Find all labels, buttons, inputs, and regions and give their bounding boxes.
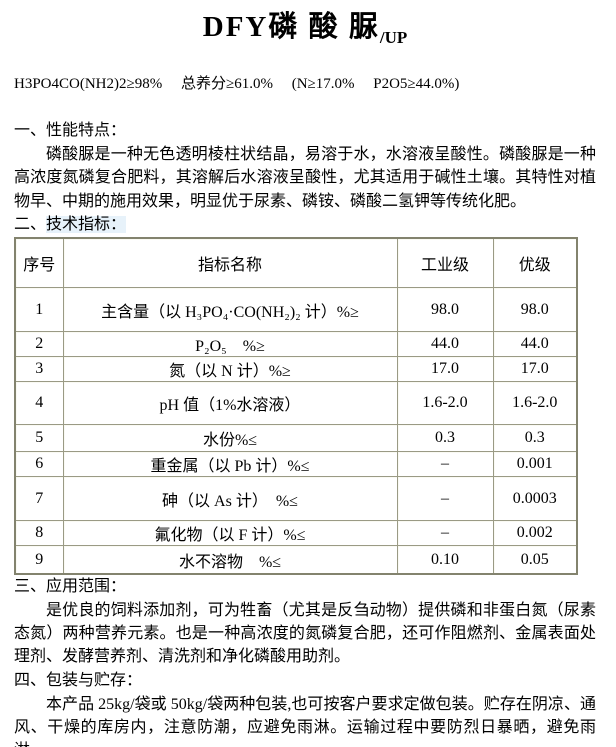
industrial-grade-value: 0.10 [396, 545, 494, 575]
header-row-no: 序号 [14, 237, 64, 289]
table-header-row: 序号 指标名称 工业级 优级 [14, 237, 578, 289]
indicator-name-cell: 重金属（以 Pb 计）%≤ [62, 451, 398, 478]
section-heading-applications: 三、应用范围： [14, 577, 127, 595]
table-row: 3 氮（以 N 计）%≥ 17.0 17.0 [14, 356, 578, 383]
premium-grade-value: 0.001 [492, 451, 578, 478]
indicator-name-cell: 水不溶物 %≤ [62, 545, 398, 575]
title-main: DFY磷 酸 脲 [202, 11, 380, 43]
row-no-cell: 3 [14, 356, 64, 383]
formula-line: H3PO4CO(NH2)2≥98% 总养分≥61.0% (N≥17.0% P2O… [14, 76, 460, 92]
page-title: DFY磷 酸 脲/UP [14, 4, 596, 61]
industrial-grade-value: 17.0 [396, 356, 494, 383]
premium-grade-value: 0.05 [492, 545, 578, 575]
industrial-grade-value: – [396, 476, 494, 522]
row-no-cell: 6 [14, 451, 64, 478]
table-row: 1 主含量（以 H₃PO₄·CO(NH₂)₂ 计）%≥ 98.0 98.0 [14, 287, 578, 333]
section-heading-packaging: 四、包装与贮存： [14, 671, 143, 689]
indicator-name-cell: 氮（以 N 计）%≥ [62, 356, 398, 383]
spec-table: 序号 指标名称 工业级 优级 1 主含量（以 H₃PO₄·CO(NH₂)₂ 计）%… [14, 236, 578, 575]
section-heading-specs: 二、技术指标： [14, 213, 596, 237]
header-industrial-grade: 工业级 [396, 237, 494, 289]
row-no-cell: 7 [14, 476, 64, 522]
industrial-grade-value: 98.0 [396, 287, 494, 333]
table-row: 4 pH 值（1%水溶液） 1.6-2.0 1.6-2.0 [14, 381, 578, 426]
section-specs-title-highlighted: 技术指标： [46, 215, 127, 233]
industrial-grade-value: – [396, 520, 494, 547]
table-row: 9 水不溶物 %≤ 0.10 0.05 [14, 545, 578, 575]
indicator-name-cell: 水份%≤ [62, 424, 398, 453]
table-row: 5 水份%≤ 0.3 0.3 [14, 424, 578, 453]
section-specs-prefix: 二、 [14, 215, 47, 233]
premium-grade-value: 98.0 [492, 287, 578, 333]
premium-grade-value: 0.3 [492, 424, 578, 453]
table-row: 8 氟化物（以 F 计）%≤ –0.002 [14, 520, 578, 547]
table-row: 6 重金属（以 Pb 计）%≤ –0.001 [14, 451, 578, 478]
industrial-grade-value: 1.6-2.0 [396, 381, 494, 426]
header-indicator-name: 指标名称 [62, 237, 398, 289]
row-no-cell: 9 [14, 545, 64, 575]
premium-grade-value: 0.0003 [492, 476, 578, 522]
section-body-performance: 磷酸脲是一种无色透明棱柱状结晶，易溶于水，水溶液呈酸性。磷酸脲是一种高浓度氮磷复… [14, 146, 596, 210]
row-no-cell: 8 [14, 520, 64, 547]
title-suffix: /UP [379, 28, 408, 47]
industrial-grade-value: 0.3 [396, 424, 494, 453]
section-body-applications: 是优良的饲料添加剂，可为牲畜（尤其是反刍动物）提供磷和非蛋白氮（尿素态氮）两种营… [14, 601, 596, 666]
row-no-cell: 4 [14, 381, 64, 426]
industrial-grade-value: – [396, 451, 494, 478]
indicator-name-cell: pH 值（1%水溶液） [62, 381, 398, 426]
header-premium-grade: 优级 [492, 237, 578, 289]
indicator-name-cell: P₂O₅ %≥ [62, 331, 398, 358]
row-no-cell: 2 [14, 331, 64, 358]
section-heading-performance: 一、性能特点： [14, 122, 127, 139]
industrial-grade-value: 44.0 [396, 331, 494, 358]
premium-grade-value: 0.002 [492, 520, 578, 547]
indicator-name-cell: 主含量（以 H₃PO₄·CO(NH₂)₂ 计）%≥ [62, 287, 398, 333]
premium-grade-value: 17.0 [492, 356, 578, 383]
premium-grade-value: 1.6-2.0 [492, 381, 578, 426]
section-body-packaging: 本产品 25kg/袋或 50kg/袋两种包装,也可按客户要求定做包装。贮存在阴凉… [14, 695, 596, 747]
row-no-cell: 5 [14, 424, 64, 453]
premium-grade-value: 44.0 [492, 331, 578, 358]
indicator-name-cell: 砷（以 As 计） %≤ [62, 476, 398, 522]
table-row: 7 砷（以 As 计） %≤ –0.0003 [14, 476, 578, 522]
row-no-cell: 1 [14, 287, 64, 333]
table-row: 2 P₂O₅ %≥ 44.0 44.0 [14, 331, 578, 358]
indicator-name-cell: 氟化物（以 F 计）%≤ [62, 520, 398, 547]
